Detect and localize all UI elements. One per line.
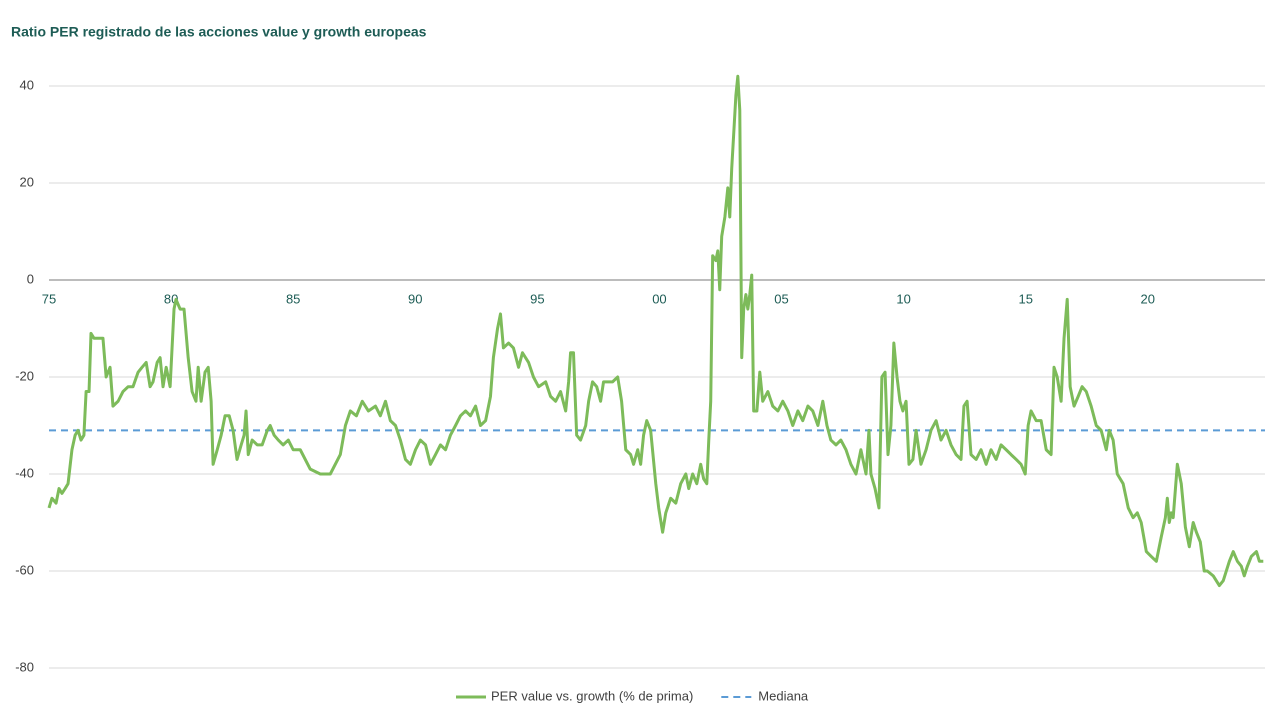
legend-label: Mediana bbox=[758, 688, 809, 703]
x-tick-label: 10 bbox=[896, 291, 910, 306]
chart-title: Ratio PER registrado de las acciones val… bbox=[11, 24, 427, 40]
x-tick-label: 85 bbox=[286, 291, 300, 306]
y-tick-label: -20 bbox=[15, 368, 34, 383]
y-tick-label: 40 bbox=[20, 77, 34, 92]
x-tick-label: 20 bbox=[1141, 291, 1155, 306]
x-tick-label: 00 bbox=[652, 291, 666, 306]
y-tick-label: 0 bbox=[27, 271, 34, 286]
legend-label: PER value vs. growth (% de prima) bbox=[491, 688, 693, 703]
data-line bbox=[47, 74, 1264, 588]
x-tick-label: 15 bbox=[1018, 291, 1032, 306]
x-tick-label: 05 bbox=[774, 291, 788, 306]
y-tick-label: -60 bbox=[15, 562, 34, 577]
y-tick-label: 20 bbox=[20, 174, 34, 189]
y-tick-label: -80 bbox=[15, 659, 34, 674]
x-tick-label: 95 bbox=[530, 291, 544, 306]
x-tick-label: 90 bbox=[408, 291, 422, 306]
x-tick-label: 75 bbox=[42, 291, 56, 306]
y-tick-label: -40 bbox=[15, 465, 34, 480]
